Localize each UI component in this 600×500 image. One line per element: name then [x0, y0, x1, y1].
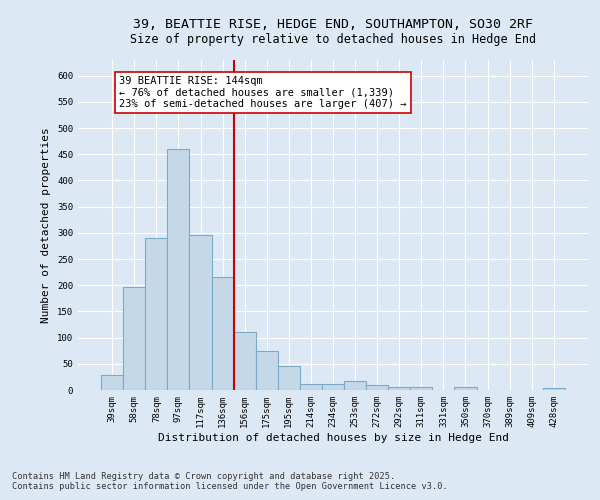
Bar	[190, 236, 212, 390]
Bar	[344, 380, 366, 390]
Text: Contains public sector information licensed under the Open Government Licence v3: Contains public sector information licen…	[12, 482, 448, 491]
Text: Contains HM Land Registry data © Crown copyright and database right 2025.: Contains HM Land Registry data © Crown c…	[12, 472, 395, 481]
Bar	[366, 386, 388, 390]
Bar	[145, 238, 167, 390]
Bar	[167, 149, 190, 390]
Text: 39, BEATTIE RISE, HEDGE END, SOUTHAMPTON, SO30 2RF: 39, BEATTIE RISE, HEDGE END, SOUTHAMPTON…	[133, 18, 533, 30]
Bar	[123, 287, 145, 390]
X-axis label: Distribution of detached houses by size in Hedge End: Distribution of detached houses by size …	[157, 432, 509, 442]
Bar	[543, 388, 565, 390]
Bar	[101, 376, 123, 390]
Bar	[233, 332, 256, 390]
Text: Size of property relative to detached houses in Hedge End: Size of property relative to detached ho…	[130, 32, 536, 46]
Bar	[256, 350, 278, 390]
Bar	[278, 366, 300, 390]
Y-axis label: Number of detached properties: Number of detached properties	[41, 127, 52, 323]
Bar	[322, 384, 344, 390]
Text: 39 BEATTIE RISE: 144sqm
← 76% of detached houses are smaller (1,339)
23% of semi: 39 BEATTIE RISE: 144sqm ← 76% of detache…	[119, 76, 406, 109]
Bar	[410, 388, 433, 390]
Bar	[388, 388, 410, 390]
Bar	[454, 387, 476, 390]
Bar	[300, 384, 322, 390]
Bar	[212, 278, 233, 390]
